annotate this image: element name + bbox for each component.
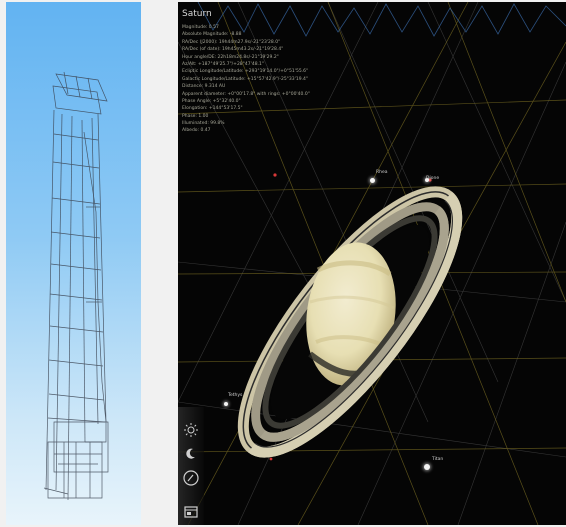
info-line: Phase Angle: +5°32'40.0" [182,98,241,104]
object-info-panel: Magnitude: 0.57 Absolute Magnitude: -8.8… [182,24,310,135]
sky-view[interactable]: Saturn Magnitude: 0.57 Absolute Magnitud… [178,2,566,525]
info-line: Phase: 1.00 [182,113,209,119]
info-line: Az/Alt: +187°49'25.7"/+28°47'48.1" [182,61,264,67]
info-line: Hour angle/DE: 22h18m24.8s/-21°19'29.2" [182,54,279,60]
moon-rhea[interactable] [370,178,375,183]
info-line: Ecliptic Longitude/Latitude: +293°19'14.… [182,69,309,75]
sky-grid [178,2,566,525]
info-line: Distance: 9.314 AU [182,84,226,90]
moon-label: Dione [426,176,440,181]
compass-icon[interactable] [182,469,200,487]
window-icon[interactable] [182,503,200,521]
object-name: Saturn [182,9,212,19]
night-mode-icon[interactable] [182,445,200,463]
moon-label: Tethys [228,393,243,398]
tower-wireframe [43,71,109,501]
tower-model-view [6,2,141,525]
info-line: Galactic Longitude/Latitude: +15°57'42.9… [182,76,308,82]
moon-label: Rhea [376,170,388,175]
moon-tethys[interactable] [224,402,228,406]
info-line: Illuminated: 99.8% [182,121,225,127]
info-line: Elongation: +144°53'17.5" [182,106,243,112]
info-line: RA/Dec (J2000): 19h44m27.9s/-21°23'28.0" [182,39,281,45]
moon-titan[interactable] [424,464,430,470]
info-line: Absolute Magnitude: -8.88 [182,32,242,38]
info-line: RA/Dec (of date): 19h45m43.2s/-21°19'28.… [182,47,284,53]
moon-dione[interactable] [425,178,429,182]
info-line: Magnitude: 0.57 [182,25,219,30]
moon-label: Titan [432,457,444,462]
sky-toolbar [178,407,204,525]
info-line: Albedo: 0.47 [182,128,211,134]
sun-icon[interactable] [182,421,200,439]
info-line: Apparent diameter: +0°00'17.8" with ring… [182,91,310,97]
